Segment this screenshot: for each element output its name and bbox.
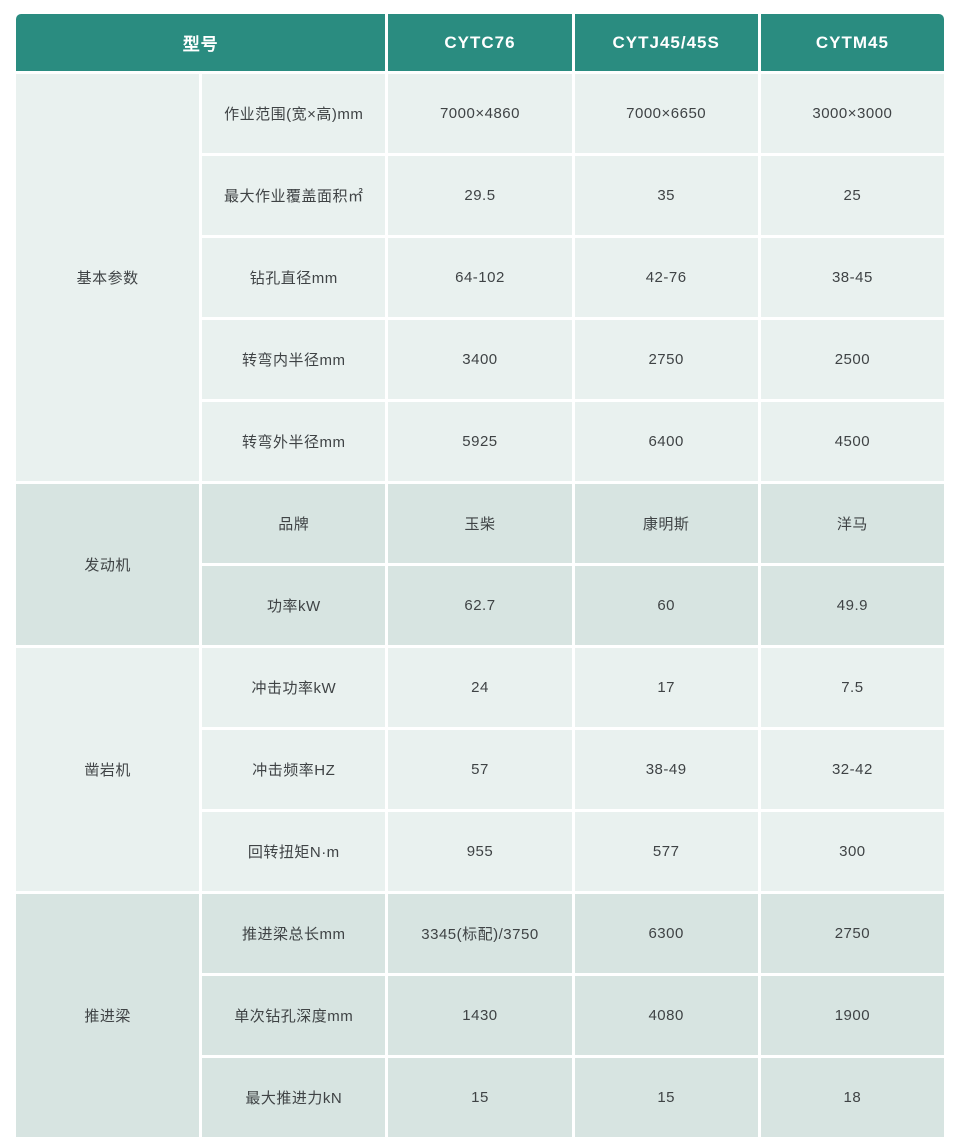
value-cell: 3345(标配)/3750 (388, 894, 572, 973)
value-cell: 955 (388, 812, 572, 891)
value-cell: 62.7 (388, 566, 572, 645)
value-cell: 18 (760, 1058, 944, 1137)
value-cell: 32-42 (760, 730, 944, 809)
model-spec-table: 型号 CYTC76 CYTJ45/45S CYTM45 基本参数 作业范围(宽×… (13, 11, 947, 1140)
param-label: 冲击频率HZ (202, 730, 386, 809)
table-row: 回转扭矩N·m 955 577 300 (16, 812, 944, 891)
value-cell: 38-45 (760, 238, 944, 317)
table-row: 基本参数 作业范围(宽×高)mm 7000×4860 7000×6650 300… (16, 74, 944, 481)
param-label: 转弯外半径mm (202, 402, 386, 481)
value-cell: 35 (574, 156, 758, 235)
table-row: 冲击频率HZ 57 38-49 32-42 (16, 730, 944, 809)
table-row: 最大推进力kN 15 15 18 (16, 1058, 944, 1137)
param-label: 推进梁总长mm (202, 894, 386, 973)
value-cell: 5925 (388, 402, 572, 481)
header-model-cytj45: CYTJ45/45S (574, 14, 758, 71)
table-row: 单次钻孔深度mm 1430 4080 1900 (16, 976, 944, 1055)
value-cell: 60 (574, 566, 758, 645)
header-model-cytm45: CYTM45 (760, 14, 944, 71)
value-cell: 17 (574, 648, 758, 727)
table-row: 推进梁 推进梁总长mm 3345(标配)/3750 6300 2750 (16, 894, 944, 1137)
table-row: 钻孔直径mm 64-102 42-76 38-45 (16, 238, 944, 317)
param-label: 品牌 (202, 484, 386, 563)
value-cell: 15 (574, 1058, 758, 1137)
value-cell: 6300 (574, 894, 758, 973)
category-cell-rock-drill: 凿岩机 (16, 648, 200, 891)
header-model-cytc76: CYTC76 (388, 14, 572, 71)
value-cell: 29.5 (388, 156, 572, 235)
param-label: 冲击功率kW (202, 648, 386, 727)
table-row: 转弯内半径mm 3400 2750 2500 (16, 320, 944, 399)
param-label: 功率kW (202, 566, 386, 645)
value-cell: 7000×6650 (574, 74, 758, 153)
value-cell: 38-49 (574, 730, 758, 809)
value-cell: 57 (388, 730, 572, 809)
value-cell: 42-76 (574, 238, 758, 317)
table-row: 凿岩机 冲击功率kW 24 17 7.5 (16, 648, 944, 891)
table-row: 转弯外半径mm 5925 6400 4500 (16, 402, 944, 481)
category-cell-engine: 发动机 (16, 484, 200, 645)
value-cell: 洋马 (760, 484, 944, 563)
param-label: 作业范围(宽×高)mm (202, 74, 386, 153)
value-cell: 4080 (574, 976, 758, 1055)
table-header-row: 型号 CYTC76 CYTJ45/45S CYTM45 (16, 14, 944, 71)
param-label: 回转扭矩N·m (202, 812, 386, 891)
value-cell: 15 (388, 1058, 572, 1137)
param-label: 钻孔直径mm (202, 238, 386, 317)
value-cell: 3400 (388, 320, 572, 399)
value-cell: 300 (760, 812, 944, 891)
value-cell: 7.5 (760, 648, 944, 727)
param-label: 转弯内半径mm (202, 320, 386, 399)
value-cell: 7000×4860 (388, 74, 572, 153)
header-model-label: 型号 (16, 14, 386, 71)
value-cell: 6400 (574, 402, 758, 481)
value-cell: 24 (388, 648, 572, 727)
value-cell: 49.9 (760, 566, 944, 645)
value-cell: 25 (760, 156, 944, 235)
param-label: 单次钻孔深度mm (202, 976, 386, 1055)
param-label: 最大推进力kN (202, 1058, 386, 1137)
value-cell: 3000×3000 (760, 74, 944, 153)
category-cell-feed-beam: 推进梁 (16, 894, 200, 1137)
value-cell: 577 (574, 812, 758, 891)
value-cell: 2750 (760, 894, 944, 973)
value-cell: 1430 (388, 976, 572, 1055)
category-cell-basic-params: 基本参数 (16, 74, 200, 481)
value-cell: 4500 (760, 402, 944, 481)
value-cell: 康明斯 (574, 484, 758, 563)
table-row: 最大作业覆盖面积㎡ 29.5 35 25 (16, 156, 944, 235)
value-cell: 玉柴 (388, 484, 572, 563)
table-row: 发动机 品牌 玉柴 康明斯 洋马 (16, 484, 944, 645)
value-cell: 2750 (574, 320, 758, 399)
value-cell: 1900 (760, 976, 944, 1055)
param-label: 最大作业覆盖面积㎡ (202, 156, 386, 235)
table-row: 功率kW 62.7 60 49.9 (16, 566, 944, 645)
value-cell: 64-102 (388, 238, 572, 317)
value-cell: 2500 (760, 320, 944, 399)
